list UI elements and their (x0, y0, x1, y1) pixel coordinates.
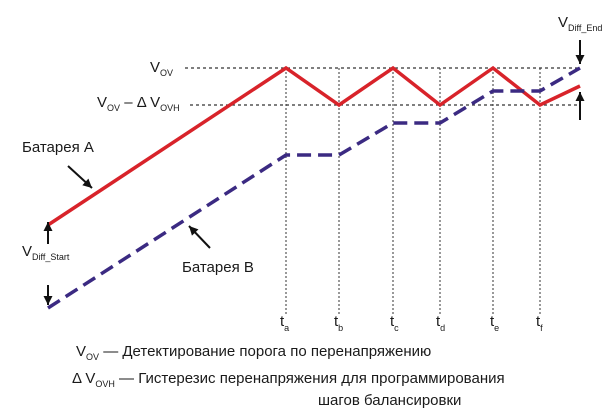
time-label-b: tb (334, 313, 343, 333)
time-label-d: td (436, 313, 445, 333)
vov-minus-dvovh-label: VOV – Δ VOVH (97, 94, 180, 113)
battery-a-label: Батарея A (22, 139, 94, 156)
battery-b-curve (47, 66, 581, 310)
vov-label: VOV (150, 59, 173, 78)
vdiff-start-down-arrow-head (43, 296, 53, 305)
time-label-e: te (490, 313, 499, 333)
legend-dvovh-line2: шагов балансировки (318, 392, 462, 409)
battery-a-curve (47, 65, 581, 227)
arrows (43, 40, 585, 305)
battery-a-pointer-head (82, 178, 92, 188)
voltage-curves (47, 65, 581, 310)
time-label-c: tc (390, 313, 399, 333)
vdiff-start-up-arrow-head (43, 222, 53, 231)
legend-dvovh: Δ VOVH — Гистерезис перенапряжения для п… (72, 370, 505, 389)
vdiff-end-label: VDiff_End (558, 14, 602, 33)
time-label-f: tf (536, 313, 543, 333)
time-label-a: ta (280, 313, 289, 333)
guide-lines (185, 67, 580, 315)
legend-vov: VOV — Детектирование порога по перенапря… (76, 343, 432, 362)
battery-b-pointer-head (189, 226, 199, 236)
diagram-labels: VOV VOV – Δ VOVH VDiff_Start VDiff_End Б… (22, 14, 602, 276)
battery-b-label: Батарея B (182, 259, 254, 276)
vdiff-start-label: VDiff_Start (22, 243, 70, 262)
vdiff-end-down-arrow-head (575, 55, 585, 64)
vdiff-end-up-arrow-head (575, 92, 585, 101)
time-labels: ta tb tc td te tf (280, 313, 543, 333)
